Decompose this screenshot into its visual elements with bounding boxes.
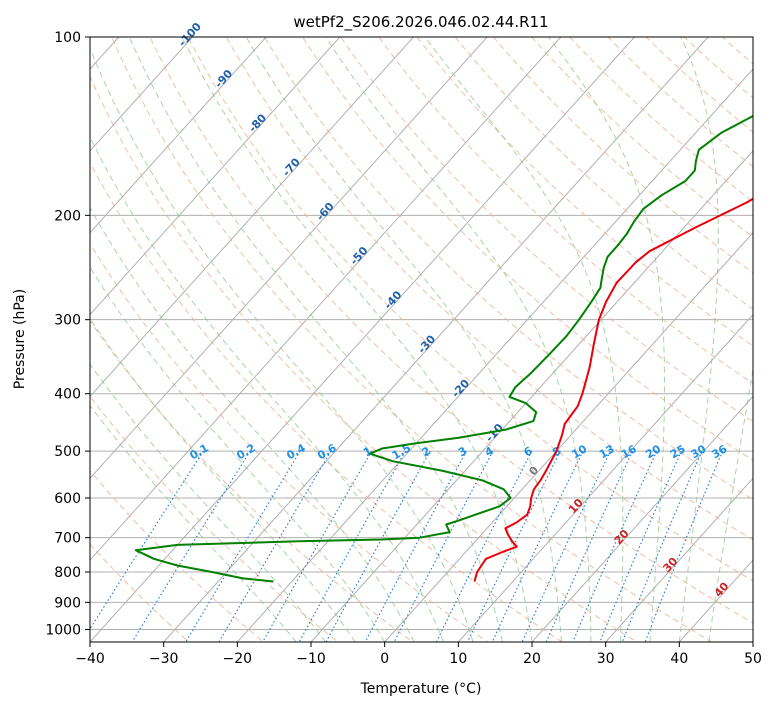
x-tick-label: 30 [597,651,615,667]
moist-adiabat-line [678,37,719,642]
isotherm-line [384,231,753,642]
dry-adiabat-line [340,37,753,423]
dry-adiabat-line [378,37,753,385]
dry-adiabat-line [263,37,753,501]
dry-adiabat-line [302,37,753,461]
moist-adiabat-line [90,136,445,642]
mixing-ratio-line [218,450,332,642]
isotherm-line [90,37,267,234]
y-tick-label: 400 [54,387,81,403]
mixing-ratio-line [545,450,633,642]
dry-adiabat-line [90,320,414,642]
y-tick-label: 300 [54,313,81,329]
y-tick-label: 200 [54,208,81,224]
dry-adiabat-line [187,37,753,582]
mixing-ratio-line [467,450,561,642]
moist-adiabat-line [325,37,592,642]
mixing-ratio-lines [90,450,724,642]
isotherm-line [90,37,635,642]
y-tick-label: 100 [54,30,81,46]
mixing-ratio-line [262,450,373,642]
isotherm-line [90,37,562,561]
moist-adiabat-line [90,363,327,642]
y-tick-label: 1000 [45,622,81,638]
mixing-ratio-line [599,450,682,642]
dry-adiabat-line [90,75,639,642]
dry-adiabat-line [90,469,265,642]
isotherm-line [90,37,193,152]
dewpoint-profile-line [134,114,753,583]
y-tick-label: 800 [54,565,81,581]
x-tick-label: −40 [75,651,105,667]
mixing-ratio-line [90,450,204,631]
moist-adiabat-line [424,37,624,642]
x-tick-label: 0 [380,651,389,667]
mixing-ratio-line [364,450,467,642]
mixing-ratio-line [325,450,431,642]
isotherm-line [90,37,414,398]
y-tick-label: 500 [54,444,81,460]
mixing-ratio-line [298,450,406,642]
moist-adiabat-line [90,47,474,642]
dry-adiabat-line [90,242,489,642]
y-tick-label: 700 [54,531,81,547]
x-tick-label: −20 [223,651,253,667]
x-tick-label: 10 [449,651,467,667]
isotherm-line [605,477,753,642]
mixing-ratio-line [185,450,301,642]
moist-adiabat-line [245,37,562,642]
x-tick-label: 40 [670,651,688,667]
isotherm-line [163,37,709,642]
mixing-ratio-line [491,450,584,642]
y-tick-label: 600 [54,491,81,507]
sounding-profiles [134,114,753,583]
moist-adiabat-line [90,404,297,642]
mixing-ratio-line [131,450,251,642]
isotherm-line [90,37,341,316]
x-tick-label: 20 [523,651,541,667]
mixing-ratio-line [393,450,494,642]
chart-title: wetPf2_S206.2026.046.02.44.R11 [293,13,548,32]
y-axis-label: Pressure (hPa) [12,289,28,389]
mixing-ratio-line [621,450,703,642]
moist-adiabat-line [90,317,356,642]
temperature-profile-line [473,197,753,582]
dry-adiabat-line [492,37,753,274]
x-tick-label: −30 [149,651,179,667]
y-tick-label: 900 [54,595,81,611]
moist-adiabat-line [708,366,753,642]
mixing-ratio-line [572,450,658,642]
moist-adiabat-line [548,37,665,642]
isotherm-line [90,37,488,480]
dry-adiabat-line [149,37,753,624]
dry-adiabats [90,37,753,642]
dry-adiabat-line [416,37,753,347]
x-axis-label: Temperature (°C) [360,681,482,697]
plot-frame [89,36,754,643]
dry-adiabat-line [225,37,753,541]
x-tick-label: 50 [744,651,762,667]
x-axis-ticks: −40 −30 −20 −10 0 10 20 30 40 50 [75,642,762,667]
dry-adiabat-line [111,37,713,642]
dry-adiabat-line [530,37,753,238]
y-axis-ticks: 100 200 300 400 500 600 700 800 900 1000 [45,30,90,638]
x-tick-label: −10 [296,651,326,667]
moist-adiabat-line [128,37,503,642]
moist-adiabat-line [90,207,415,642]
